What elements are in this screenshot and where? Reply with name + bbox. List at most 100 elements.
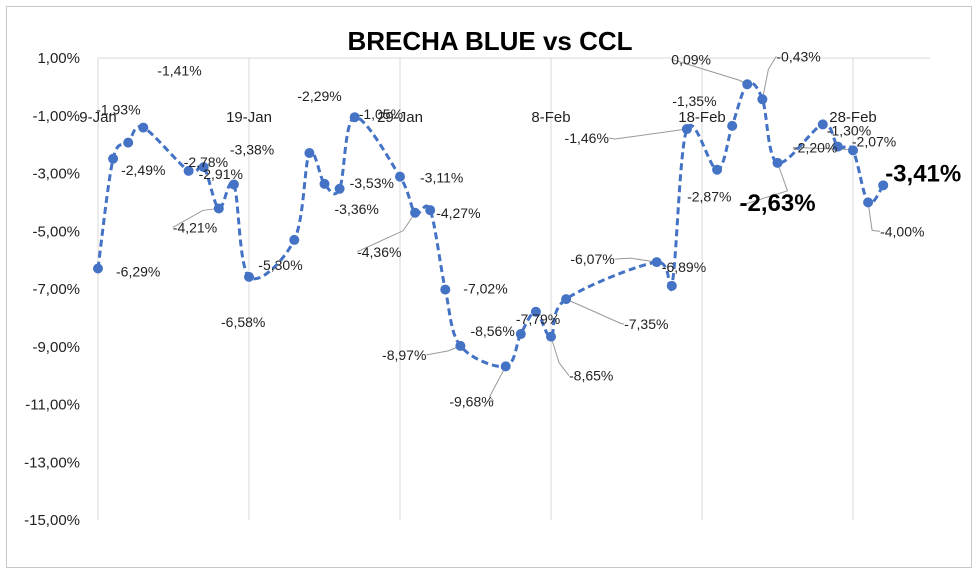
y-tick-label: -11,00% bbox=[25, 397, 80, 414]
label-leader-line bbox=[489, 366, 507, 402]
data-label: -7,35% bbox=[624, 316, 668, 332]
data-point bbox=[334, 183, 345, 194]
chart-title: BRECHA BLUE vs CCL bbox=[347, 26, 632, 56]
data-point bbox=[863, 197, 874, 208]
data-point bbox=[681, 124, 692, 135]
data-point bbox=[878, 180, 889, 191]
data-point bbox=[455, 340, 466, 351]
data-point bbox=[651, 257, 662, 268]
data-point bbox=[757, 94, 768, 105]
data-label: -1,46% bbox=[565, 130, 609, 146]
y-tick-label: 1,00% bbox=[37, 50, 80, 67]
data-label: -4,21% bbox=[173, 219, 217, 235]
data-point bbox=[712, 164, 723, 175]
data-point bbox=[213, 203, 224, 214]
data-point bbox=[666, 280, 677, 291]
y-tick-label: -3,00% bbox=[32, 166, 80, 183]
data-point bbox=[440, 284, 451, 295]
x-axis-tick-labels: 9-Jan 19-Jan 29-Jan 8-Feb 18-Feb 28-Feb bbox=[79, 109, 877, 126]
y-tick-label: -1,00% bbox=[32, 108, 80, 125]
data-point bbox=[832, 141, 843, 152]
label-leader-lines bbox=[172, 56, 881, 402]
data-label: -7,02% bbox=[463, 281, 507, 297]
data-label: -4,00% bbox=[880, 223, 924, 239]
data-point bbox=[848, 145, 858, 156]
data-point bbox=[319, 178, 330, 189]
y-axis-tick-labels: 1,00% -1,00% -3,00% -5,00% -7,00% -9,00% -11,0… bbox=[24, 50, 80, 529]
data-label: -3,53% bbox=[350, 175, 394, 191]
data-point bbox=[304, 147, 315, 158]
data-point bbox=[530, 306, 541, 317]
data-point bbox=[123, 137, 134, 148]
data-markers bbox=[93, 79, 889, 372]
label-leader-line bbox=[761, 56, 777, 100]
data-label: -0,43% bbox=[776, 48, 820, 64]
data-point bbox=[561, 294, 572, 305]
gridlines bbox=[97, 57, 930, 520]
data-label: -1,05% bbox=[359, 106, 403, 122]
data-point bbox=[93, 263, 103, 274]
x-tick-label: 8-Feb bbox=[531, 109, 570, 126]
data-label: -2,63% bbox=[740, 190, 816, 217]
y-tick-label: -13,00% bbox=[24, 454, 80, 471]
data-point bbox=[410, 207, 421, 218]
data-label: -1,41% bbox=[157, 63, 201, 79]
label-leader-line bbox=[356, 212, 416, 253]
data-label: -7,79% bbox=[516, 311, 560, 327]
data-point bbox=[289, 234, 300, 245]
data-point bbox=[500, 361, 511, 372]
y-tick-label: -7,00% bbox=[32, 281, 80, 298]
data-point bbox=[108, 153, 119, 164]
data-label: -4,36% bbox=[357, 244, 401, 260]
x-tick-label: 29-Jan bbox=[377, 109, 423, 126]
data-label: -8,97% bbox=[382, 347, 426, 363]
data-label: -6,58% bbox=[221, 314, 265, 330]
data-label: -2,87% bbox=[687, 189, 731, 205]
data-point bbox=[228, 179, 239, 190]
label-leader-line bbox=[739, 162, 789, 207]
data-point bbox=[198, 162, 209, 173]
y-tick-label: -9,00% bbox=[32, 339, 80, 356]
data-point bbox=[515, 329, 526, 340]
data-point bbox=[349, 112, 360, 123]
label-leader-line bbox=[614, 257, 657, 263]
data-label: -9,68% bbox=[449, 393, 493, 409]
data-label: -3,11% bbox=[420, 170, 463, 186]
data-label: -6,07% bbox=[570, 251, 614, 267]
data-label: -4,27% bbox=[436, 205, 480, 221]
data-label: 0,09% bbox=[671, 51, 711, 67]
y-tick-label: -15,00% bbox=[24, 512, 80, 529]
data-point bbox=[546, 331, 556, 342]
data-label: -3,41% bbox=[885, 160, 961, 187]
y-tick-label: -5,00% bbox=[32, 223, 80, 240]
data-label: -6,89% bbox=[662, 259, 706, 275]
data-label: -3,36% bbox=[335, 201, 379, 217]
label-leader-line bbox=[426, 345, 461, 356]
data-label: -2,49% bbox=[121, 162, 165, 178]
data-label: -2,20% bbox=[793, 139, 837, 155]
label-leader-line bbox=[550, 336, 570, 376]
label-leader-line bbox=[867, 202, 881, 232]
data-point bbox=[395, 171, 405, 182]
data-label: -8,56% bbox=[470, 323, 514, 339]
data-point bbox=[727, 120, 738, 131]
x-tick-label: 18-Feb bbox=[678, 109, 726, 126]
data-labels: -6,29% -2,49% -1,93% -1,41% -2,91%-2,78% -4,2… bbox=[96, 48, 961, 409]
x-tick-label: 19-Jan bbox=[226, 109, 272, 126]
x-tick-label: 9-Jan bbox=[79, 109, 117, 126]
data-label: -1,35% bbox=[672, 93, 716, 109]
label-leader-line bbox=[608, 128, 687, 140]
data-label: -2,07% bbox=[852, 134, 896, 150]
data-point bbox=[817, 119, 828, 130]
data-point bbox=[772, 157, 783, 168]
data-point bbox=[425, 205, 436, 216]
data-label: -2,29% bbox=[297, 88, 341, 104]
chart-frame bbox=[6, 6, 972, 568]
data-point bbox=[183, 165, 194, 176]
data-label: -2,78% bbox=[184, 154, 228, 170]
data-point bbox=[742, 79, 753, 90]
label-leader-line bbox=[172, 207, 219, 228]
data-point bbox=[244, 271, 254, 282]
label-leader-line bbox=[565, 298, 625, 325]
